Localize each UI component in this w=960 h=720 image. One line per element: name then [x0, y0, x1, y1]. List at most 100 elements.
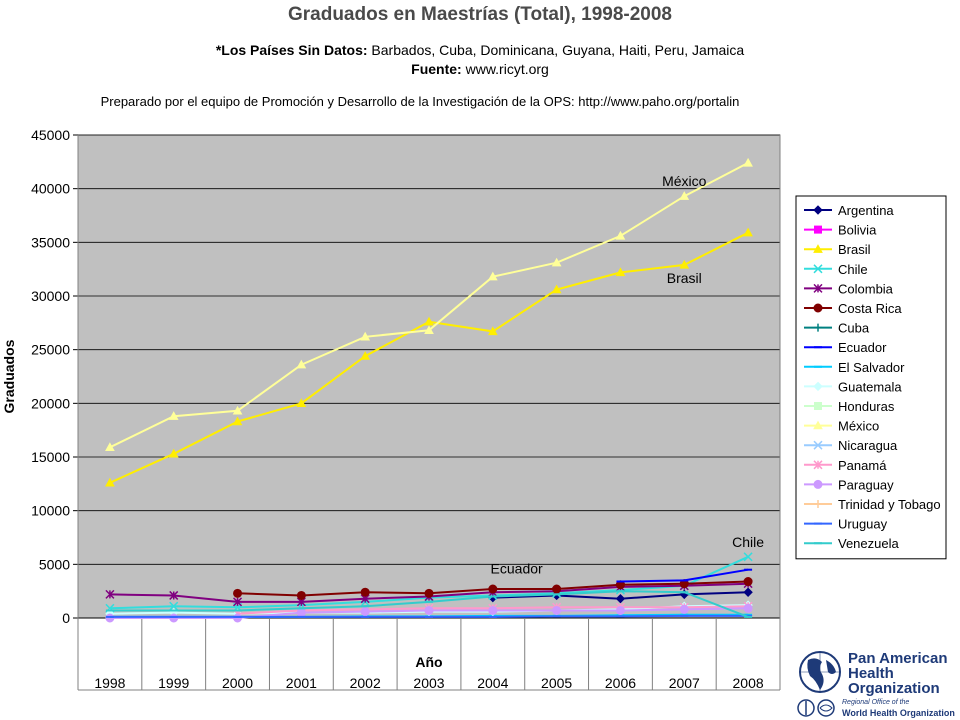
data-point: [424, 605, 434, 615]
x-tick-label: 2003: [413, 675, 444, 691]
data-point: [487, 271, 498, 281]
data-point: [743, 227, 753, 237]
x-tick-label: 1999: [158, 675, 189, 691]
source-label: Fuente:: [411, 61, 462, 77]
legend-entry: Nicaragua: [838, 438, 898, 453]
data-point: [424, 588, 434, 598]
source-note: Fuente: www.ricyt.org: [0, 61, 960, 77]
y-tick-label: 15000: [31, 449, 70, 465]
legend-swatch-marker: [814, 500, 822, 508]
annotation-label: Ecuador: [491, 561, 543, 577]
data-point: [360, 331, 371, 341]
legend-swatch-marker: [813, 460, 823, 470]
data-point: [679, 259, 690, 269]
data-point: [743, 552, 753, 562]
legend-entry: México: [838, 419, 879, 434]
legend-swatch-marker: [813, 283, 823, 293]
legend-entry: Colombia: [838, 281, 894, 296]
y-axis-label: Graduados: [1, 339, 17, 413]
data-point: [679, 604, 689, 614]
legend-entry: Ecuador: [838, 340, 887, 355]
data-point: [168, 411, 179, 420]
data-point: [296, 590, 306, 600]
legend-entry: Uruguay: [838, 517, 888, 532]
legend-entry: Bolivia: [838, 223, 877, 238]
data-point: [552, 605, 562, 615]
series-2: [105, 227, 753, 487]
x-tick-label: 2002: [350, 675, 381, 691]
legend-entry: Brasil: [838, 242, 871, 257]
data-point: [615, 605, 625, 615]
annotation-label: México: [662, 173, 707, 189]
data-point: [488, 584, 498, 594]
data-point: [360, 587, 370, 597]
data-point: [743, 157, 753, 167]
annotation-label: Chile: [732, 534, 764, 550]
legend-entry: Guatemala: [838, 379, 902, 394]
legend-entry: El Salvador: [838, 360, 905, 375]
y-tick-label: 0: [62, 610, 70, 626]
annotation-label: Brasil: [667, 270, 702, 286]
data-point: [615, 593, 626, 604]
legend-swatch-marker: [813, 205, 823, 215]
data-point: [487, 326, 498, 336]
data-point: [105, 613, 115, 623]
data-point: [743, 577, 753, 587]
prepared-by-note: Preparado por el equipo de Promoción y D…: [100, 94, 740, 109]
legend-swatch-marker: [814, 323, 822, 332]
data-point: [233, 613, 243, 623]
x-tick-label: 2008: [733, 675, 764, 691]
data-point: [232, 416, 243, 426]
logo-line-2: Health: [848, 665, 894, 682]
source-value: www.ricyt.org: [465, 61, 549, 77]
legend: Argentina Bolivia Brasil Chile Colombia Costa…: [795, 195, 947, 560]
x-tick-label: 2001: [286, 675, 317, 691]
legend-entry: Venezuela: [838, 536, 899, 551]
data-point: [168, 448, 179, 458]
data-point: [233, 588, 243, 598]
data-point: [552, 584, 562, 594]
series-7: [616, 568, 753, 583]
y-tick-label: 20000: [31, 395, 70, 411]
logo-line-1: Pan American: [848, 650, 948, 667]
missing-countries-label: *Los Países Sin Datos:: [215, 42, 368, 58]
x-tick-label: 2007: [669, 675, 700, 691]
data-point: [169, 613, 179, 623]
data-point: [232, 405, 243, 415]
x-axis-label: Año: [415, 654, 442, 670]
legend-entry: Argentina: [838, 203, 894, 218]
y-tick-label: 45000: [31, 127, 70, 143]
x-tick-label: 2005: [541, 675, 572, 691]
x-tick-label: 2000: [222, 675, 253, 691]
data-point: [551, 284, 562, 294]
legend-entry: Chile: [838, 262, 868, 277]
data-point: [743, 603, 753, 613]
legend-entry: Costa Rica: [838, 301, 902, 316]
series-5: [233, 577, 753, 600]
legend-entry: Paraguay: [838, 477, 894, 492]
missing-countries-note: *Los Países Sin Datos: Barbados, Cuba, D…: [0, 42, 960, 58]
legend-entry: Honduras: [838, 399, 895, 414]
series-11: [105, 157, 753, 452]
y-tick-label: 25000: [31, 342, 70, 358]
chart-title: Graduados en Maestrías (Total), 1998-200…: [287, 4, 673, 25]
legend-entry: Cuba: [838, 321, 870, 336]
data-point: [296, 608, 306, 618]
legend-entry: Panamá: [838, 458, 887, 473]
legend-swatch-marker: [813, 303, 823, 313]
legend-swatch-marker: [813, 381, 823, 392]
data-point: [424, 325, 434, 335]
data-point: [488, 605, 498, 615]
series-16: [105, 614, 753, 618]
logo-sub-1: Regional Office of the: [842, 699, 910, 706]
data-point: [615, 267, 626, 277]
y-tick-label: 30000: [31, 288, 70, 304]
y-tick-label: 10000: [31, 503, 70, 519]
data-point: [615, 230, 626, 240]
legend-entry: Trinidad y Tobago: [838, 497, 941, 512]
data-point: [360, 351, 371, 360]
data-point: [679, 191, 690, 200]
series-17: [105, 590, 753, 618]
data-point: [360, 607, 370, 617]
x-tick-label: 2004: [477, 675, 508, 691]
